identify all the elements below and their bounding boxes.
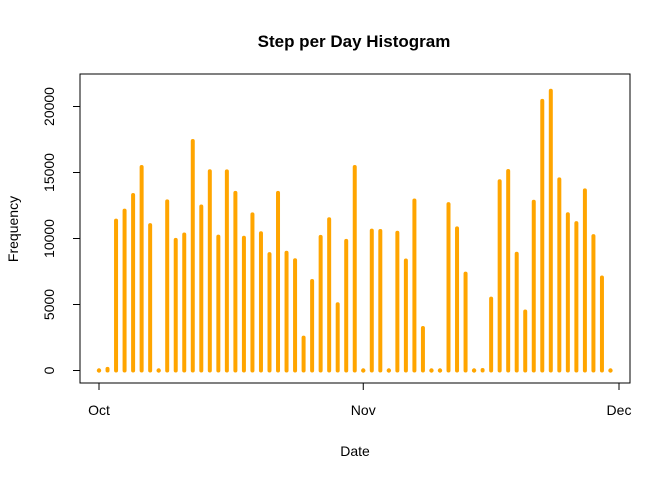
x-tick-label: Nov — [351, 402, 376, 418]
x-axis-label: Date — [340, 443, 370, 459]
chart-title: Step per Day Histogram — [258, 32, 451, 51]
bar — [608, 368, 613, 373]
bar — [437, 368, 443, 373]
y-tick-label: 20000 — [41, 87, 57, 126]
bars-group — [96, 88, 613, 373]
x-axis: Oct Nov Dec — [88, 382, 632, 418]
bar — [361, 368, 366, 373]
y-tick-label: 5000 — [41, 289, 57, 320]
bar — [471, 368, 477, 373]
bar — [429, 368, 434, 373]
y-tick-label: 0 — [41, 366, 57, 374]
x-tick-label: Dec — [607, 402, 632, 418]
bar — [156, 368, 161, 373]
y-axis: 0 5000 10000 15000 20000 — [41, 87, 81, 374]
y-tick-label: 10000 — [41, 219, 57, 258]
y-axis-label: Frequency — [5, 196, 21, 262]
x-tick-label: Oct — [88, 402, 110, 418]
bar — [386, 368, 392, 373]
y-tick-label: 15000 — [41, 153, 57, 192]
bar — [96, 368, 102, 373]
